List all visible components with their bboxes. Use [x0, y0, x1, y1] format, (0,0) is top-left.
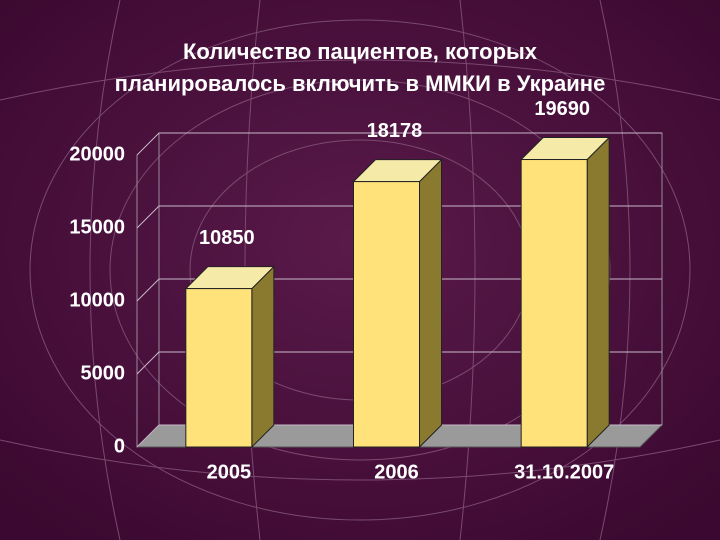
grid-line	[136, 351, 662, 375]
chart-title: Количество пациентов, которых планировал…	[114, 39, 606, 96]
x-tick-label: 2006	[374, 461, 419, 483]
data-label: 18178	[367, 120, 423, 142]
bar	[353, 181, 420, 448]
plot: 0 5000 10000 15000 20000 2005 10850 2006 18178 31…	[69, 98, 664, 483]
grid-line	[136, 424, 662, 448]
y-tick-label: 20000	[69, 143, 125, 165]
grid-line	[136, 278, 662, 302]
y-tick-label: 10000	[69, 289, 125, 311]
grid-line	[136, 132, 662, 156]
y-tick-label: 5000	[81, 362, 126, 384]
x-tick-label: 31.10.2007	[514, 461, 614, 483]
data-label: 19690	[534, 98, 590, 120]
bar	[520, 159, 588, 448]
bar-side	[251, 265, 275, 449]
bar-side	[586, 136, 610, 449]
x-tick-label: 2005	[207, 461, 252, 483]
bar	[185, 288, 253, 448]
grid-line	[136, 205, 662, 229]
y-tick-label: 15000	[69, 216, 125, 238]
bar-side	[419, 158, 442, 449]
data-label: 10850	[199, 227, 255, 249]
y-tick-label: 0	[114, 435, 125, 457]
